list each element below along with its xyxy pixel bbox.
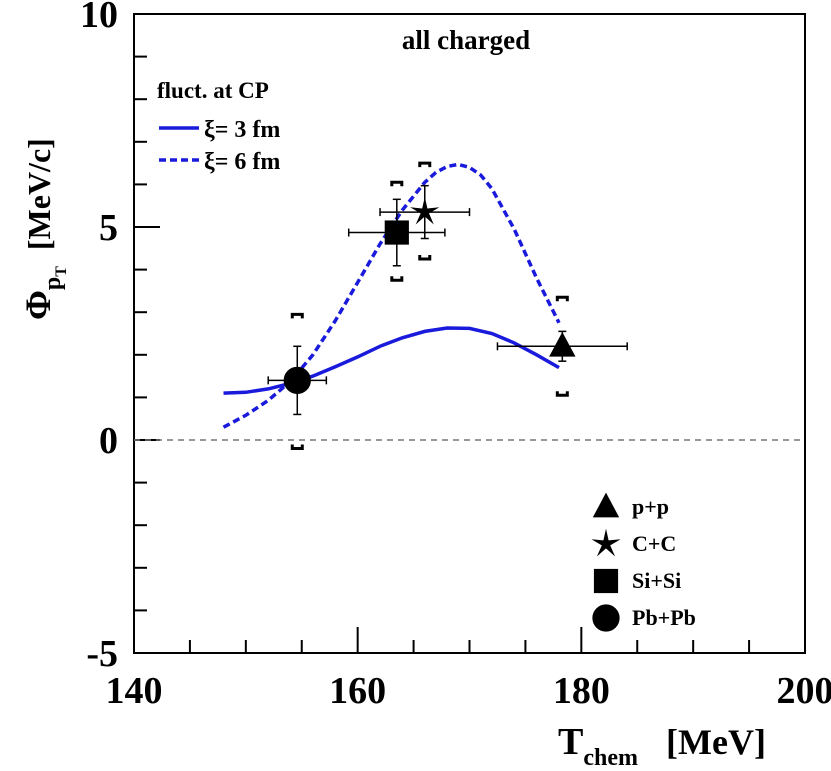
point-group-pbpb — [267, 312, 328, 451]
sys-bracket-high-sisi — [390, 180, 404, 187]
y-tick-label: 10 — [80, 0, 118, 36]
legend-label-xi6: ξ= 6 fm — [204, 149, 280, 175]
legend-marker-pp — [592, 492, 620, 518]
x-tick-label: 160 — [329, 670, 386, 712]
point-group-pp — [496, 295, 628, 397]
sys-bracket-low-pbpb — [290, 444, 304, 451]
y-tick-label: -5 — [86, 633, 118, 675]
model-legend-title: fluct. at CP — [157, 78, 269, 103]
y-tick-label: 0 — [99, 420, 118, 462]
sys-bracket-low-cc — [418, 254, 432, 261]
legend-marker-pbpb — [592, 604, 620, 632]
x-tick-label: 140 — [106, 670, 163, 712]
marker-legend-pp: p+p — [632, 494, 669, 519]
marker-cc — [410, 196, 440, 225]
legend-marker-sisi — [593, 568, 619, 594]
legend-marker-cc — [591, 528, 621, 557]
sys-bracket-high-pbpb — [290, 312, 304, 319]
marker-legend-pbpb: Pb+Pb — [632, 605, 696, 630]
legend-label-xi3: ξ= 3 fm — [204, 117, 280, 143]
sys-bracket-low-pp — [555, 391, 569, 397]
marker-sisi — [384, 220, 409, 245]
marker-pp — [549, 331, 576, 357]
x-axis-symbol: T — [558, 721, 583, 763]
x-tick-label: 200 — [777, 670, 831, 712]
chart-title: all charged — [402, 25, 530, 55]
plot-frame — [133, 13, 806, 654]
marker-pbpb — [283, 366, 311, 394]
x-axis-subscript: chem — [583, 745, 638, 771]
y-axis-subsubscript: T — [53, 266, 70, 277]
y-axis-subscript: p — [40, 277, 66, 290]
x-tick-label: 180 — [553, 670, 610, 712]
sys-bracket-high-cc — [418, 161, 432, 168]
y-axis-unit: [MeV/c] — [21, 138, 57, 250]
point-group-sisi — [347, 180, 446, 282]
svg-text:ΦpT[MeV/c]: ΦpT [MeV/c] — [18, 138, 70, 320]
y-axis-label: ΦpT [MeV/c] — [18, 138, 70, 320]
x-axis-unit: [MeV] — [666, 722, 766, 762]
y-tick-label: 5 — [99, 207, 118, 249]
curve-xi3 — [223, 326, 560, 395]
sys-bracket-low-sisi — [390, 276, 404, 282]
marker-legend-cc: C+C — [632, 531, 676, 556]
marker-legend-sisi: Si+Si — [632, 568, 681, 593]
point-group-cc — [379, 161, 471, 261]
x-axis-label: Tchem [MeV] — [558, 721, 766, 771]
y-axis-symbol: Φ — [18, 290, 58, 320]
sys-bracket-high-pp — [555, 295, 569, 302]
